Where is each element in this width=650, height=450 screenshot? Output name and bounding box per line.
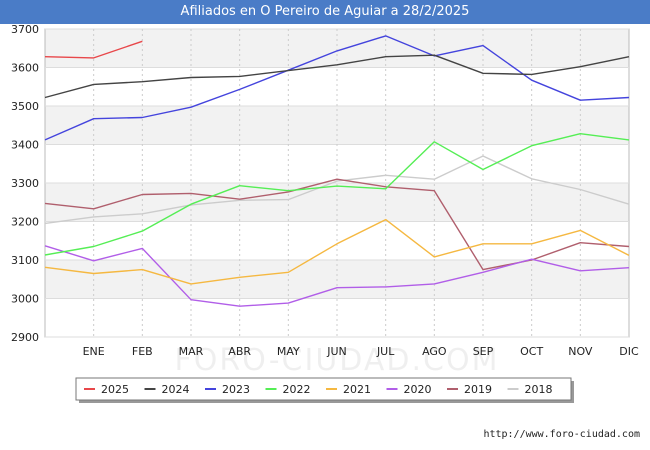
series-line-2024 <box>44 54 630 99</box>
legend-label: 2022 <box>283 383 311 396</box>
x-tick-label: MAR <box>179 345 204 358</box>
y-axis-ticks: 2900 3000 3100 3200 3300 3400 3500 3600 3700 <box>11 23 39 344</box>
y-tick-label: 3000 <box>11 293 39 306</box>
y-tick-label: 3400 <box>11 139 39 152</box>
legend-label: 2019 <box>464 383 492 396</box>
x-tick-label: FEB <box>132 345 153 358</box>
y-tick-label: 3100 <box>11 254 39 267</box>
series-line-2023 <box>44 35 630 141</box>
x-tick-label: OCT <box>520 345 543 358</box>
x-axis-ticks: ENE FEB MAR ABR MAY JUN JUL AGO SEP OCT NOV DIC <box>83 345 639 358</box>
legend-label: 2025 <box>101 383 129 396</box>
legend-label: 2024 <box>162 383 190 396</box>
legend-label: 2020 <box>404 383 432 396</box>
legend-item-2025: 2025 <box>84 383 129 396</box>
y-tick-label: 3200 <box>11 216 39 229</box>
y-tick-label: 2900 <box>11 331 39 344</box>
series-line-2018 <box>44 155 630 225</box>
x-tick-label: NOV <box>568 345 593 358</box>
series-lines <box>44 35 630 307</box>
chart-title: Afiliados en O Pereiro de Aguiar a 28/2/… <box>0 0 650 24</box>
legend-item-2021: 2021 <box>326 383 371 396</box>
y-tick-label: 3700 <box>11 23 39 36</box>
series-line-2021 <box>44 218 630 285</box>
series-line-2019 <box>44 178 630 271</box>
legend-label: 2018 <box>525 383 553 396</box>
x-tick-label: JUN <box>326 345 347 358</box>
x-tick-label: AGO <box>422 345 447 358</box>
legend-item-2020: 2020 <box>386 383 432 396</box>
legend: 2025 2024 2023 2022 2021 2020 2019 2018 <box>75 377 574 403</box>
series-line-2020 <box>44 245 630 307</box>
x-tick-label: SEP <box>473 345 494 358</box>
x-tick-label: JUL <box>376 345 395 358</box>
series-line-2022 <box>44 132 630 256</box>
legend-item-2023: 2023 <box>205 383 250 396</box>
y-tick-label: 3600 <box>11 62 39 75</box>
x-tick-label: ENE <box>83 345 105 358</box>
legend-item-2024: 2024 <box>144 383 190 396</box>
legend-label: 2021 <box>343 383 371 396</box>
series-line-2025 <box>44 40 143 59</box>
legend-label: 2023 <box>222 383 250 396</box>
x-tick-label: ABR <box>228 345 251 358</box>
watermark: FORO-CIUDAD.COM <box>175 343 500 378</box>
legend-item-2018: 2018 <box>507 383 553 396</box>
y-tick-label: 3300 <box>11 177 39 190</box>
legend-item-2019: 2019 <box>447 383 492 396</box>
grid-lines <box>45 28 629 338</box>
source-credit: http://www.foro-ciudad.com <box>483 429 640 440</box>
y-tick-label: 3500 <box>11 100 39 113</box>
legend-item-2022: 2022 <box>265 383 311 396</box>
legend-box <box>75 377 572 401</box>
x-tick-label: DIC <box>619 345 639 358</box>
x-tick-label: MAY <box>277 345 300 358</box>
